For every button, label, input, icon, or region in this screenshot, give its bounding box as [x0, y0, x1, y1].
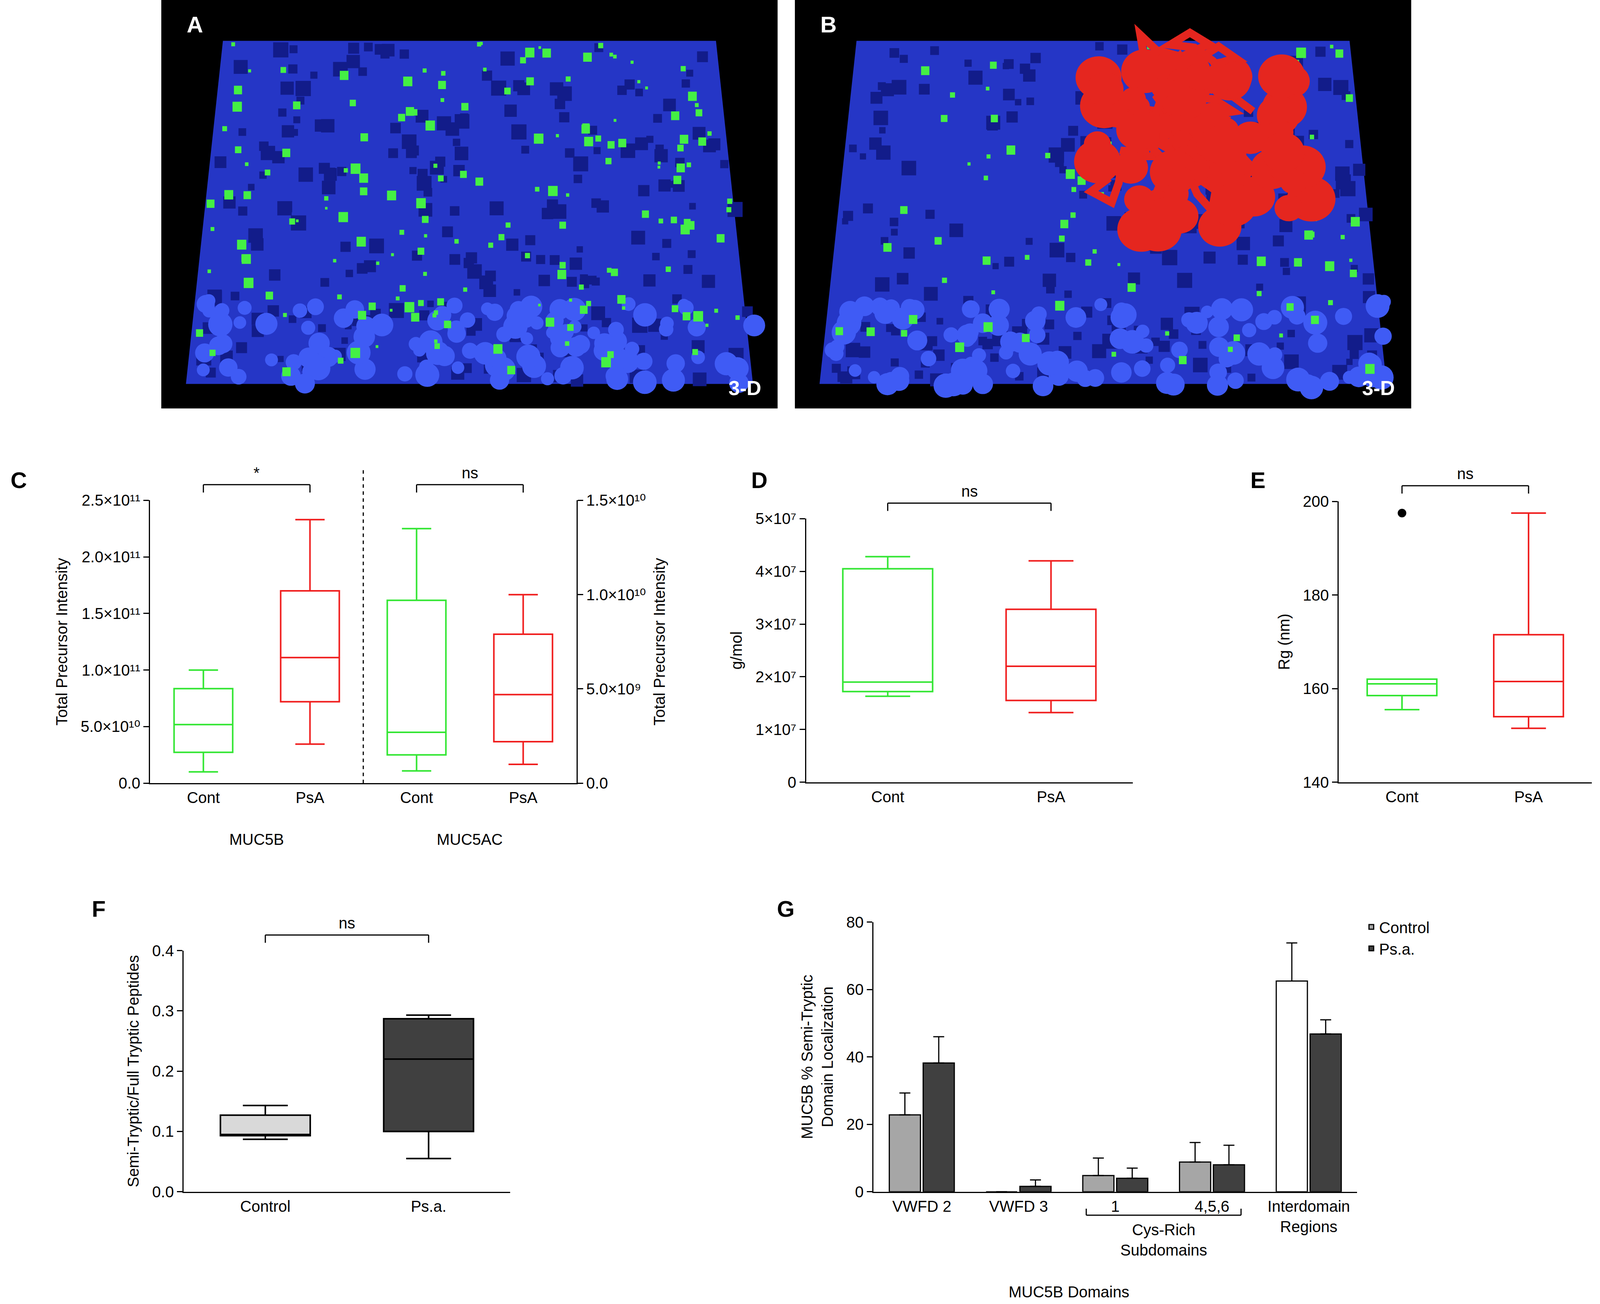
svg-text:*: *	[253, 464, 260, 482]
svg-text:4×10⁷: 4×10⁷	[755, 562, 797, 580]
svg-text:3×10⁷: 3×10⁷	[755, 615, 797, 633]
svg-text:0: 0	[787, 773, 797, 791]
svg-text:PsA: PsA	[1514, 787, 1543, 806]
svg-text:Cont: Cont	[871, 787, 905, 806]
svg-text:C: C	[10, 467, 27, 493]
svg-text:Total Precursor Intensity: Total Precursor Intensity	[650, 557, 668, 726]
svg-text:ns: ns	[461, 464, 479, 482]
svg-text:PsA: PsA	[1036, 787, 1066, 806]
svg-text:Cys-RichSubdomains: Cys-RichSubdomains	[1120, 1220, 1208, 1259]
svg-text:5×10⁷: 5×10⁷	[755, 509, 797, 527]
svg-text:0.1: 0.1	[152, 1122, 175, 1140]
svg-text:0.0: 0.0	[118, 774, 141, 792]
svg-text:Cont: Cont	[186, 788, 220, 806]
svg-text:ns: ns	[338, 914, 356, 932]
svg-text:MUC5B Domains: MUC5B Domains	[1008, 1282, 1130, 1300]
svg-text:Semi-Tryptic/Full Tryptic Pept: Semi-Tryptic/Full Tryptic Peptides	[124, 954, 142, 1187]
svg-text:Control: Control	[240, 1197, 291, 1215]
svg-text:Ps.a.: Ps.a.	[1379, 940, 1415, 958]
svg-text:MUC5B: MUC5B	[229, 830, 284, 848]
svg-text:0.3: 0.3	[152, 1001, 175, 1020]
svg-text:PsA: PsA	[295, 788, 325, 806]
svg-text:1: 1	[1110, 1197, 1120, 1215]
svg-text:PsA: PsA	[508, 788, 538, 806]
svg-text:Cont: Cont	[1385, 787, 1419, 806]
svg-text:G: G	[776, 895, 795, 922]
svg-text:0.0: 0.0	[152, 1182, 175, 1200]
svg-text:ns: ns	[961, 482, 978, 500]
svg-text:InterdomainRegions: InterdomainRegions	[1267, 1197, 1350, 1235]
svg-text:2×10⁷: 2×10⁷	[755, 667, 797, 686]
svg-text:200: 200	[1302, 492, 1329, 510]
svg-text:80: 80	[846, 913, 865, 931]
svg-text:60: 60	[846, 980, 865, 998]
svg-text:0.2: 0.2	[152, 1062, 175, 1080]
svg-text:0.4: 0.4	[152, 941, 175, 959]
svg-text:1.5×10¹⁰: 1.5×10¹⁰	[586, 491, 647, 509]
svg-text:1×10⁷: 1×10⁷	[755, 720, 797, 738]
svg-text:2.0×10¹¹: 2.0×10¹¹	[81, 548, 141, 566]
svg-text:A: A	[186, 11, 204, 38]
svg-text:Control: Control	[1379, 918, 1430, 936]
svg-text:0.0: 0.0	[586, 774, 609, 792]
svg-text:Cont: Cont	[400, 788, 434, 806]
svg-text:MUC5AC: MUC5AC	[436, 830, 503, 848]
svg-text:VWFD 2: VWFD 2	[892, 1197, 952, 1215]
svg-text:140: 140	[1302, 773, 1329, 791]
svg-text:VWFD 3: VWFD 3	[989, 1197, 1049, 1215]
svg-text:3-D: 3-D	[728, 376, 762, 400]
svg-text:160: 160	[1302, 679, 1329, 697]
svg-text:2.5×10¹¹: 2.5×10¹¹	[81, 491, 141, 509]
svg-text:40: 40	[846, 1048, 865, 1066]
svg-text:Rg (nm): Rg (nm)	[1275, 613, 1293, 670]
svg-text:0: 0	[855, 1182, 864, 1200]
svg-text:1.0×10¹¹: 1.0×10¹¹	[81, 661, 141, 679]
svg-text:20: 20	[846, 1115, 865, 1133]
svg-text:5.0×10¹⁰: 5.0×10¹⁰	[80, 717, 141, 735]
svg-text:B: B	[820, 11, 837, 38]
svg-text:3-D: 3-D	[1362, 376, 1395, 400]
svg-text:ns: ns	[1457, 464, 1474, 483]
svg-text:g/mol: g/mol	[727, 631, 745, 670]
svg-text:4,5,6: 4,5,6	[1194, 1197, 1230, 1215]
svg-text:1.5×10¹¹: 1.5×10¹¹	[81, 604, 141, 622]
svg-text:F: F	[91, 895, 106, 922]
svg-text:5.0×10⁹: 5.0×10⁹	[586, 680, 642, 698]
svg-text:D: D	[751, 467, 768, 493]
svg-text:1.0×10¹⁰: 1.0×10¹⁰	[586, 585, 647, 604]
svg-text:Total Precursor Intensity: Total Precursor Intensity	[53, 557, 71, 726]
svg-text:E: E	[1250, 467, 1266, 493]
svg-text:180: 180	[1302, 586, 1329, 604]
svg-text:MUC5B % Semi-TrypticDomain Loc: MUC5B % Semi-TrypticDomain Localization	[798, 974, 836, 1139]
svg-text:Ps.a.: Ps.a.	[410, 1197, 447, 1215]
